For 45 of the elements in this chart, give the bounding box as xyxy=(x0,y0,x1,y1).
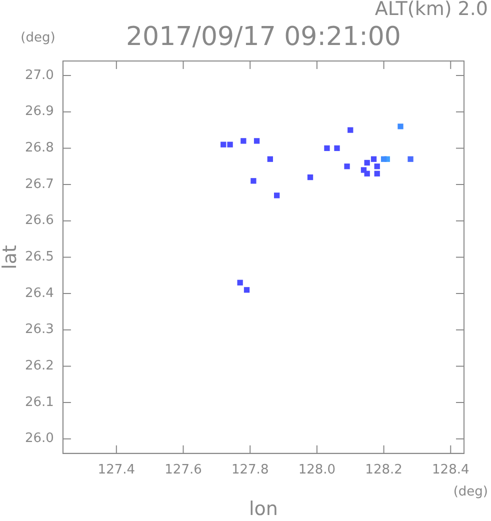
x-tick-label: 128.0 xyxy=(298,462,336,478)
point xyxy=(370,156,377,162)
y-tick-label: 26.1 xyxy=(24,394,54,410)
x-axis-title: lon xyxy=(248,498,278,520)
point xyxy=(408,156,414,162)
point xyxy=(307,174,314,180)
point xyxy=(237,280,243,286)
y-tick-label: 26.2 xyxy=(24,358,54,374)
point xyxy=(374,164,380,170)
y-tick-label: 26.0 xyxy=(24,431,54,446)
y-tick-label: 26.5 xyxy=(24,250,54,265)
point xyxy=(348,127,354,133)
point xyxy=(364,170,370,176)
point xyxy=(220,142,226,148)
y-tick-label: 26.6 xyxy=(24,213,54,228)
point xyxy=(344,164,350,170)
point xyxy=(374,170,380,176)
point xyxy=(250,178,256,184)
x-tick-label: 127.6 xyxy=(164,462,202,478)
y-tick-label: 26.4 xyxy=(24,286,54,301)
point xyxy=(244,287,250,293)
point xyxy=(398,124,404,130)
y-tick-label: 26.8 xyxy=(24,140,54,156)
y-tick-label: 26.7 xyxy=(24,176,54,192)
x-tick-label: 127.4 xyxy=(98,462,136,478)
x-tick-label: 128.2 xyxy=(365,462,402,478)
point xyxy=(267,156,273,162)
point xyxy=(274,192,280,198)
text: (deg) xyxy=(20,30,56,46)
chart-title: 2017/09/17 09:21:00 xyxy=(126,22,401,52)
point xyxy=(324,145,330,152)
chart-subtitle: ALT(km) 2.0 xyxy=(374,0,488,20)
y-tick-label: 26.3 xyxy=(24,322,54,338)
point xyxy=(380,156,387,162)
text: (deg) xyxy=(453,484,488,500)
y-tick-label: 26.9 xyxy=(24,104,54,120)
y-axis-title: lat xyxy=(0,245,21,270)
point xyxy=(227,142,233,148)
point xyxy=(364,160,370,166)
point xyxy=(334,145,340,152)
x-tick-label: 127.8 xyxy=(231,462,269,478)
y-tick-label: 27.0 xyxy=(24,68,54,83)
point xyxy=(240,138,246,144)
point xyxy=(254,138,260,144)
x-tick-label: 128.4 xyxy=(432,462,470,478)
